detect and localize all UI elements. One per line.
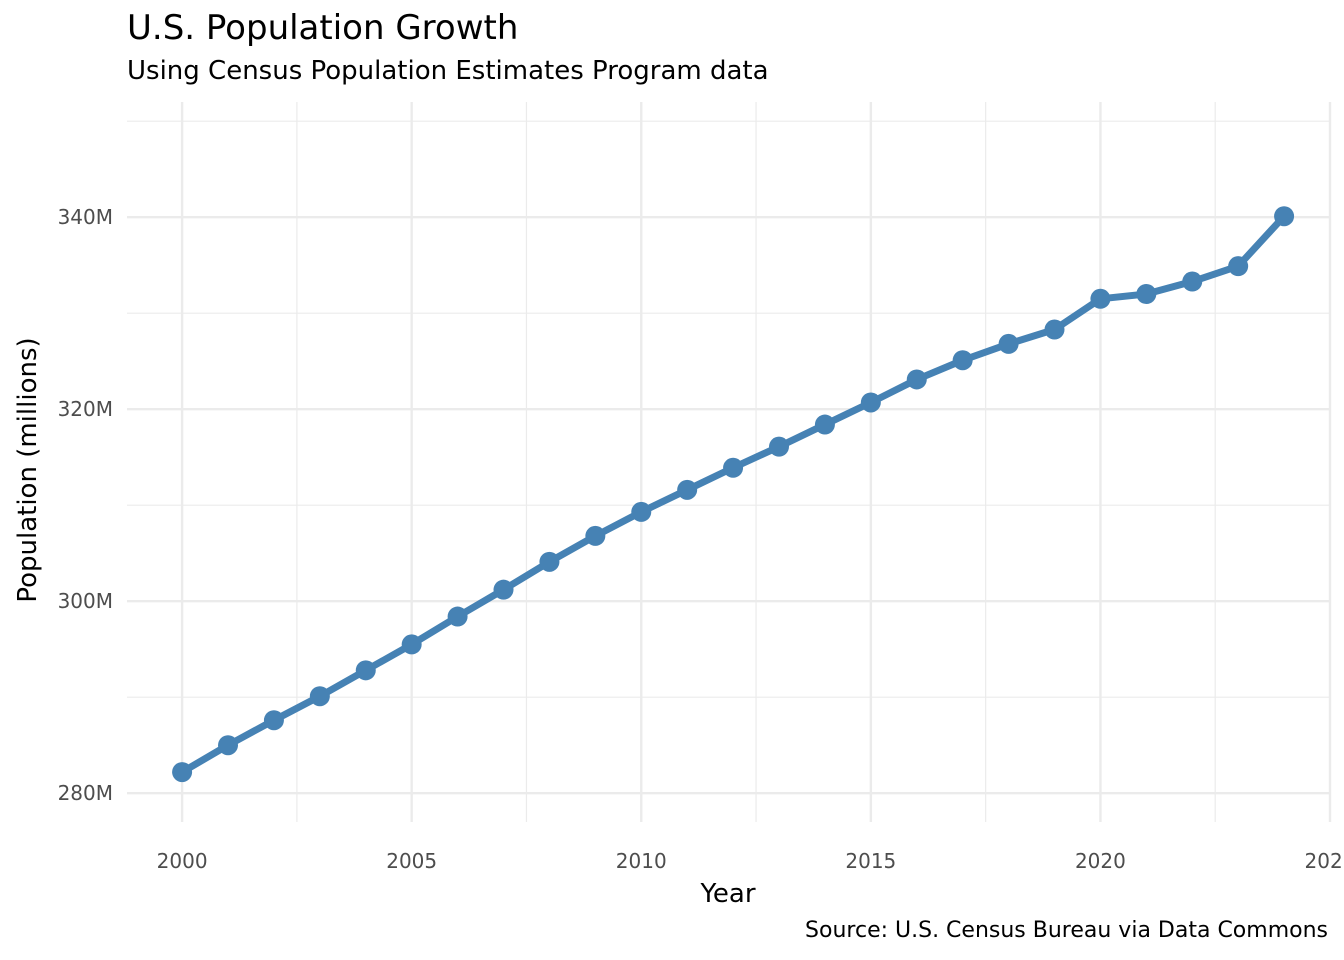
x-axis-title: Year — [699, 879, 755, 909]
data-point — [1090, 288, 1111, 309]
data-point — [723, 457, 744, 478]
data-point — [677, 479, 698, 500]
data-point — [769, 436, 790, 457]
data-point — [814, 414, 835, 435]
data-point — [1136, 284, 1157, 304]
x-tick-label: 2000 — [157, 849, 208, 873]
chart-caption: Source: U.S. Census Bureau via Data Comm… — [805, 918, 1328, 943]
data-point — [493, 579, 514, 600]
data-point — [860, 392, 881, 413]
y-tick-label: 280M — [58, 781, 113, 805]
y-axis-title: Population (millions) — [13, 337, 43, 602]
data-point — [447, 606, 468, 627]
series-layer — [172, 206, 1295, 783]
x-tick-label: 2020 — [1075, 849, 1126, 873]
data-point — [263, 710, 284, 731]
x-tick-label: 2010 — [616, 849, 667, 873]
data-point — [1274, 206, 1295, 227]
data-point — [172, 762, 193, 783]
chart-title: U.S. Population Growth — [127, 8, 519, 48]
y-tick-label: 340M — [58, 205, 113, 229]
data-point — [631, 501, 652, 522]
data-point — [1182, 271, 1203, 292]
data-point — [906, 369, 927, 390]
y-axis-tick-labels: 280M 300M 320M 340M — [58, 205, 113, 805]
x-axis-tick-labels: 2000 2005 2010 2015 2020 2025 — [157, 849, 1344, 873]
data-point — [1228, 256, 1249, 277]
data-point — [998, 333, 1019, 354]
data-point — [309, 686, 330, 707]
chart-subtitle: Using Census Population Estimates Progra… — [127, 56, 769, 86]
major-gridlines — [127, 102, 1332, 822]
x-tick-label: 2025 — [1305, 849, 1344, 873]
data-point — [355, 660, 376, 681]
series-line — [178, 212, 1288, 776]
data-point — [401, 634, 422, 655]
data-point — [1044, 319, 1065, 340]
data-point — [539, 551, 560, 572]
data-point — [218, 735, 239, 756]
data-point — [585, 525, 606, 546]
x-tick-label: 2015 — [845, 849, 896, 873]
y-tick-label: 320M — [58, 397, 113, 421]
x-tick-label: 2005 — [386, 849, 437, 873]
data-point — [952, 350, 973, 371]
y-tick-label: 300M — [58, 589, 113, 613]
